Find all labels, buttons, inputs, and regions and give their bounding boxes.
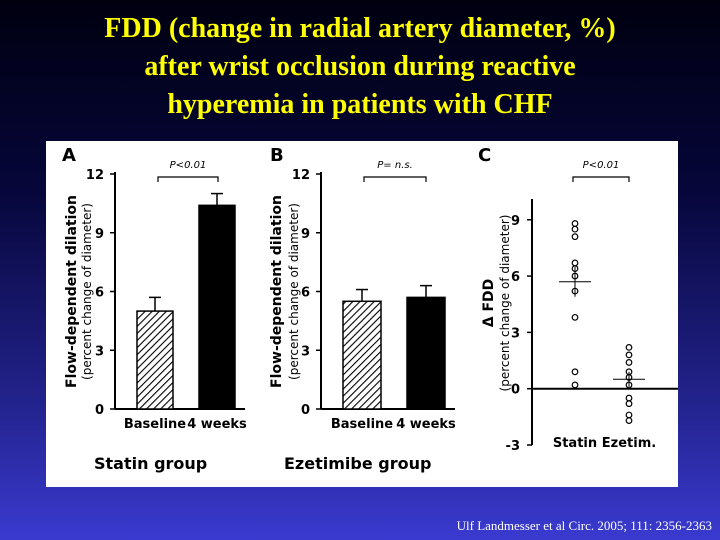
y-tick-label-c: 9 (511, 214, 520, 229)
group-label-a: Statin group (94, 454, 207, 473)
y-tick-label-b: 9 (301, 227, 310, 242)
y-tick-label-a: 9 (95, 227, 104, 242)
panel-letter-c: C (478, 145, 491, 166)
category-label-c-2: Ezetim. (602, 436, 656, 451)
y-tick-label-b: 6 (301, 286, 310, 301)
y-axis-sublabel-a: (percent change of diameter) (80, 203, 94, 380)
data-point-c-1 (571, 233, 579, 241)
data-point-c-2 (625, 417, 633, 425)
title-line-1: FDD (change in radial artery diameter, %… (104, 13, 616, 44)
panel-letter-b: B (270, 145, 284, 166)
title-line-3: hyperemia in patients with CHF (167, 89, 553, 120)
y-tick-label-c: 6 (511, 270, 520, 285)
y-axis-label-b: Flow-dependent dilation (269, 195, 285, 388)
data-point-c-1 (571, 259, 579, 267)
y-tick-label-a: 12 (86, 168, 104, 183)
y-axis-label-c: Δ FDD (481, 279, 497, 328)
data-point-c-1 (571, 220, 579, 227)
y-tick-label-a: 3 (95, 344, 104, 359)
category-label-a-1: Baseline (124, 417, 186, 432)
y-axis-label-a: Flow-dependent dilation (64, 195, 80, 388)
y-tick-label-c: 0 (511, 383, 520, 398)
y-tick-label-b: 12 (292, 168, 310, 183)
data-point-c-2 (625, 359, 633, 366)
data-point-c-2 (625, 343, 633, 351)
citation: Ulf Landmesser et al Circ. 2005; 111: 23… (456, 518, 712, 533)
figure-panel: A 0 3 6 9 12 Flow-dependent dilation (percent c… (46, 141, 678, 487)
data-point-c-1 (571, 225, 579, 233)
slide-title: FDD (change in radial artery diameter, %… (0, 10, 720, 124)
category-label-b-2: 4 weeks (396, 417, 456, 432)
bar-a-1 (136, 310, 174, 410)
data-point-c-1 (571, 313, 579, 321)
bar-b-2 (406, 296, 446, 410)
data-point-c-2 (625, 411, 633, 419)
significance-bracket-a (157, 176, 219, 182)
significance-bracket-b (363, 176, 427, 182)
data-point-c-1 (571, 381, 579, 389)
y-axis-sublabel-b: (percent change of diameter) (287, 203, 301, 380)
y-tick-label-b: 0 (301, 403, 310, 418)
data-point-c-2 (625, 400, 633, 408)
title-line-2: after wrist occlusion during reactive (144, 51, 576, 82)
y-tick-label-b: 3 (301, 344, 310, 359)
category-label-c-1: Statin (553, 436, 597, 451)
bar-b-1 (342, 300, 382, 410)
category-label-a-2: 4 weeks (187, 417, 247, 432)
category-label-b-1: Baseline (331, 417, 393, 432)
y-tick-label-a: 6 (95, 286, 104, 301)
panel-letter-a: A (62, 145, 76, 166)
significance-annotation-a: P<0.01 (170, 160, 207, 171)
bar-a-2 (198, 204, 236, 410)
significance-annotation-c: P<0.01 (583, 160, 620, 171)
significance-bracket-c (572, 176, 630, 182)
significance-annotation-b: P= n.s. (377, 160, 413, 171)
data-point-c-1 (571, 368, 579, 376)
y-tick-label-a: 0 (95, 403, 104, 418)
data-point-c-2 (625, 351, 633, 359)
data-point-c-2 (625, 394, 633, 402)
y-axis-sublabel-c: (percent change of diameter) (498, 215, 512, 392)
group-label-b: Ezetimibe group (284, 454, 431, 473)
y-tick-label-c: -3 (506, 439, 520, 454)
y-tick-label-c: 3 (511, 326, 520, 341)
